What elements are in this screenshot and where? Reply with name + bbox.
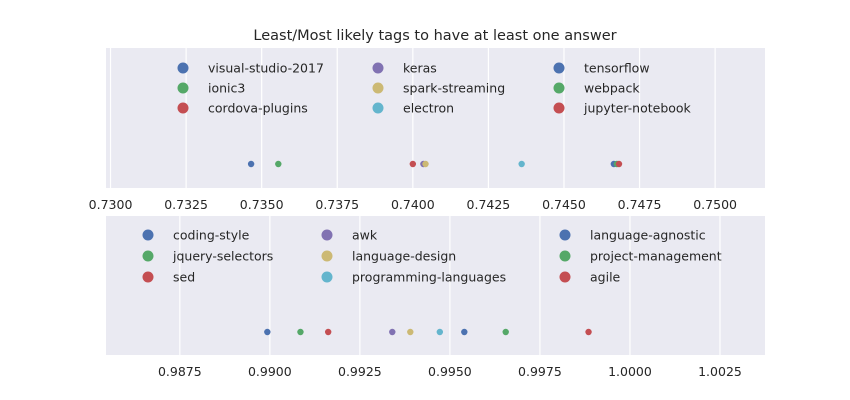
legend-marker bbox=[321, 229, 333, 241]
legend-label: language-design bbox=[352, 249, 456, 264]
x-tick-label: 0.9925 bbox=[338, 364, 382, 379]
legend-label: project-management bbox=[590, 249, 722, 264]
data-point bbox=[324, 328, 332, 336]
x-tick-label: 1.0025 bbox=[698, 364, 742, 379]
legend-label: cordova-plugins bbox=[208, 101, 308, 116]
legend-label: spark-streaming bbox=[403, 81, 505, 96]
legend-label: electron bbox=[403, 101, 454, 116]
x-tick-label: 0.9975 bbox=[518, 364, 562, 379]
legend-marker bbox=[177, 102, 189, 114]
legend-marker bbox=[553, 102, 565, 114]
legend-label: awk bbox=[352, 228, 378, 243]
legend-marker bbox=[142, 250, 154, 262]
legend-label: jupyter-notebook bbox=[583, 101, 692, 116]
x-tick-label: 0.7450 bbox=[542, 197, 586, 212]
legend-label: jquery-selectors bbox=[172, 249, 273, 264]
x-tick-label: 0.7350 bbox=[240, 197, 284, 212]
data-point bbox=[247, 160, 255, 168]
legend-marker bbox=[142, 271, 154, 283]
legend-marker bbox=[553, 82, 565, 94]
data-point bbox=[297, 328, 304, 336]
legend-marker bbox=[372, 62, 384, 74]
data-point bbox=[389, 328, 396, 336]
legend-marker bbox=[321, 271, 333, 283]
x-tick-label: 0.7325 bbox=[164, 197, 208, 212]
legend-marker bbox=[559, 250, 571, 262]
legend-label: keras bbox=[403, 61, 437, 76]
legend-marker bbox=[142, 229, 154, 241]
legend-label: programming-languages bbox=[352, 270, 506, 285]
legend-label: agile bbox=[590, 270, 621, 285]
x-tick-label: 0.7375 bbox=[315, 197, 359, 212]
x-tick-label: 0.7300 bbox=[89, 197, 133, 212]
x-tick-label: 1.0000 bbox=[608, 364, 652, 379]
legend-marker bbox=[372, 82, 384, 94]
x-tick-label: 0.9875 bbox=[158, 364, 202, 379]
legend-marker bbox=[553, 62, 565, 74]
data-point bbox=[461, 328, 468, 336]
data-point bbox=[422, 160, 429, 168]
legend-label: visual-studio-2017 bbox=[208, 61, 324, 76]
data-point bbox=[264, 328, 271, 336]
legend-label: ionic3 bbox=[208, 81, 245, 96]
legend-marker bbox=[559, 229, 571, 241]
chart-title: Least/Most likely tags to have at least … bbox=[253, 28, 616, 44]
legend-label: webpack bbox=[584, 81, 640, 96]
data-point bbox=[585, 328, 592, 336]
x-tick-label: 0.9950 bbox=[428, 364, 472, 379]
legend-marker bbox=[177, 82, 189, 94]
top-panel: 0.7300 0.7325 0.7350 0.7375 0.7400 0.7425 0.74… bbox=[89, 48, 765, 212]
data-point bbox=[275, 160, 282, 168]
x-tick-label: 0.7475 bbox=[618, 197, 662, 212]
legend-label: language-agnostic bbox=[590, 228, 706, 243]
legend-marker bbox=[321, 250, 333, 262]
legend-label: sed bbox=[173, 270, 195, 285]
x-tick-label: 0.7400 bbox=[391, 197, 435, 212]
legend-label: tensorflow bbox=[584, 61, 650, 76]
data-point bbox=[407, 328, 414, 336]
data-point bbox=[502, 328, 509, 336]
plot-background bbox=[106, 216, 765, 355]
x-tick-label: 0.7500 bbox=[693, 197, 737, 212]
x-tick-label: 0.9900 bbox=[248, 364, 292, 379]
legend-marker bbox=[372, 102, 384, 114]
legend-marker bbox=[177, 62, 189, 74]
data-point bbox=[518, 160, 525, 168]
data-point bbox=[409, 160, 417, 168]
legend-marker bbox=[559, 271, 571, 283]
legend-label: coding-style bbox=[173, 228, 250, 243]
plot-background bbox=[106, 48, 765, 188]
data-point bbox=[615, 160, 623, 168]
data-point bbox=[436, 328, 444, 336]
bottom-panel: 0.9875 0.9900 0.9925 0.9950 0.9975 1.0000 1.00… bbox=[106, 216, 765, 379]
x-tick-label: 0.7425 bbox=[467, 197, 511, 212]
